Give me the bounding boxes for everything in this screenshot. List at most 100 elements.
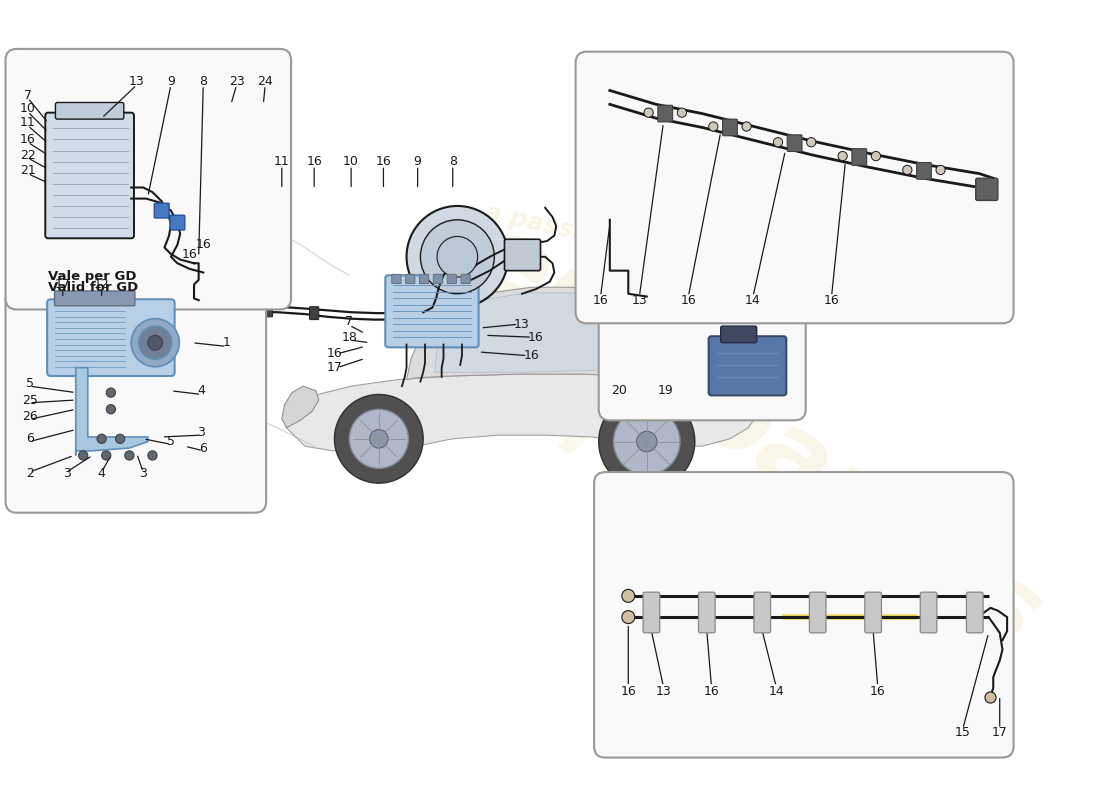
Polygon shape xyxy=(286,374,758,451)
FancyBboxPatch shape xyxy=(199,301,208,314)
Text: 13: 13 xyxy=(129,74,144,88)
Text: 16: 16 xyxy=(524,349,539,362)
Circle shape xyxy=(350,410,408,468)
Text: 16: 16 xyxy=(182,247,197,261)
FancyBboxPatch shape xyxy=(55,102,124,119)
Text: 16: 16 xyxy=(593,294,608,306)
Text: 16: 16 xyxy=(870,685,886,698)
Circle shape xyxy=(407,206,508,308)
Text: 6: 6 xyxy=(199,442,207,454)
FancyBboxPatch shape xyxy=(448,274,456,283)
Text: 3: 3 xyxy=(63,467,70,481)
Text: 1885: 1885 xyxy=(639,499,876,698)
Circle shape xyxy=(107,405,116,414)
Text: 10: 10 xyxy=(343,155,359,168)
FancyBboxPatch shape xyxy=(698,592,715,633)
FancyBboxPatch shape xyxy=(967,592,983,633)
Circle shape xyxy=(637,431,657,452)
FancyBboxPatch shape xyxy=(45,113,134,238)
FancyBboxPatch shape xyxy=(180,301,189,314)
Circle shape xyxy=(420,220,494,294)
Polygon shape xyxy=(407,287,679,380)
Text: 20: 20 xyxy=(612,384,627,398)
Text: 19: 19 xyxy=(658,384,673,398)
Text: 17: 17 xyxy=(992,726,1008,739)
Text: 5: 5 xyxy=(167,435,175,448)
Circle shape xyxy=(614,408,680,475)
FancyBboxPatch shape xyxy=(406,274,415,283)
FancyBboxPatch shape xyxy=(433,274,442,283)
Circle shape xyxy=(871,151,880,161)
Circle shape xyxy=(621,590,635,602)
Circle shape xyxy=(107,388,116,398)
FancyBboxPatch shape xyxy=(461,274,471,283)
Circle shape xyxy=(984,692,996,703)
Text: 23: 23 xyxy=(229,74,244,88)
FancyBboxPatch shape xyxy=(6,289,266,513)
Text: 11: 11 xyxy=(274,155,289,168)
FancyBboxPatch shape xyxy=(154,203,169,218)
FancyBboxPatch shape xyxy=(575,52,1013,323)
Circle shape xyxy=(124,451,134,460)
Polygon shape xyxy=(434,293,658,372)
Text: 13: 13 xyxy=(631,294,647,306)
Text: 24: 24 xyxy=(257,74,273,88)
Text: 16: 16 xyxy=(681,294,696,306)
Text: 8: 8 xyxy=(199,74,207,88)
Text: 9: 9 xyxy=(167,74,175,88)
Circle shape xyxy=(598,394,695,490)
Text: 22: 22 xyxy=(20,149,35,162)
FancyBboxPatch shape xyxy=(851,149,867,166)
Text: 18: 18 xyxy=(341,330,358,344)
Circle shape xyxy=(621,610,635,623)
Text: 10: 10 xyxy=(20,102,35,115)
Text: 14: 14 xyxy=(745,294,761,306)
Text: 7: 7 xyxy=(24,89,32,102)
FancyBboxPatch shape xyxy=(309,306,319,320)
Text: 25: 25 xyxy=(22,394,37,406)
Circle shape xyxy=(97,434,107,443)
Polygon shape xyxy=(601,308,679,365)
Text: 7: 7 xyxy=(345,315,353,328)
FancyBboxPatch shape xyxy=(788,135,802,151)
Text: a passion for parts...: a passion for parts... xyxy=(482,201,774,286)
Text: 5: 5 xyxy=(25,377,34,390)
FancyBboxPatch shape xyxy=(921,592,937,633)
Text: 3: 3 xyxy=(140,467,147,481)
FancyBboxPatch shape xyxy=(385,275,478,347)
Text: 16: 16 xyxy=(704,685,719,698)
Circle shape xyxy=(903,166,912,174)
FancyBboxPatch shape xyxy=(865,592,881,633)
Text: 8: 8 xyxy=(449,155,456,168)
Text: 11: 11 xyxy=(20,116,35,130)
Text: 16: 16 xyxy=(327,347,342,360)
Circle shape xyxy=(838,151,847,161)
FancyBboxPatch shape xyxy=(720,326,757,342)
Text: 9: 9 xyxy=(414,155,421,168)
Text: europaares: europaares xyxy=(440,318,964,722)
Text: 13: 13 xyxy=(656,685,671,698)
Circle shape xyxy=(741,122,751,131)
FancyBboxPatch shape xyxy=(392,274,402,283)
Text: 26: 26 xyxy=(22,410,37,423)
Circle shape xyxy=(147,335,163,350)
Polygon shape xyxy=(76,368,147,455)
FancyBboxPatch shape xyxy=(594,472,1013,758)
Circle shape xyxy=(101,451,111,460)
Text: 1: 1 xyxy=(222,336,230,350)
FancyBboxPatch shape xyxy=(916,162,932,179)
Circle shape xyxy=(437,237,477,277)
Text: 4: 4 xyxy=(98,467,106,481)
FancyBboxPatch shape xyxy=(6,49,292,310)
FancyBboxPatch shape xyxy=(505,239,540,270)
FancyBboxPatch shape xyxy=(754,592,771,633)
Circle shape xyxy=(147,451,157,460)
Text: 4: 4 xyxy=(198,384,206,398)
Circle shape xyxy=(78,451,88,460)
Text: 2: 2 xyxy=(25,467,33,481)
FancyBboxPatch shape xyxy=(170,215,185,230)
Text: 16: 16 xyxy=(306,155,322,168)
Polygon shape xyxy=(282,386,319,428)
Circle shape xyxy=(773,138,782,147)
Text: europaares: europaares xyxy=(455,205,1059,670)
